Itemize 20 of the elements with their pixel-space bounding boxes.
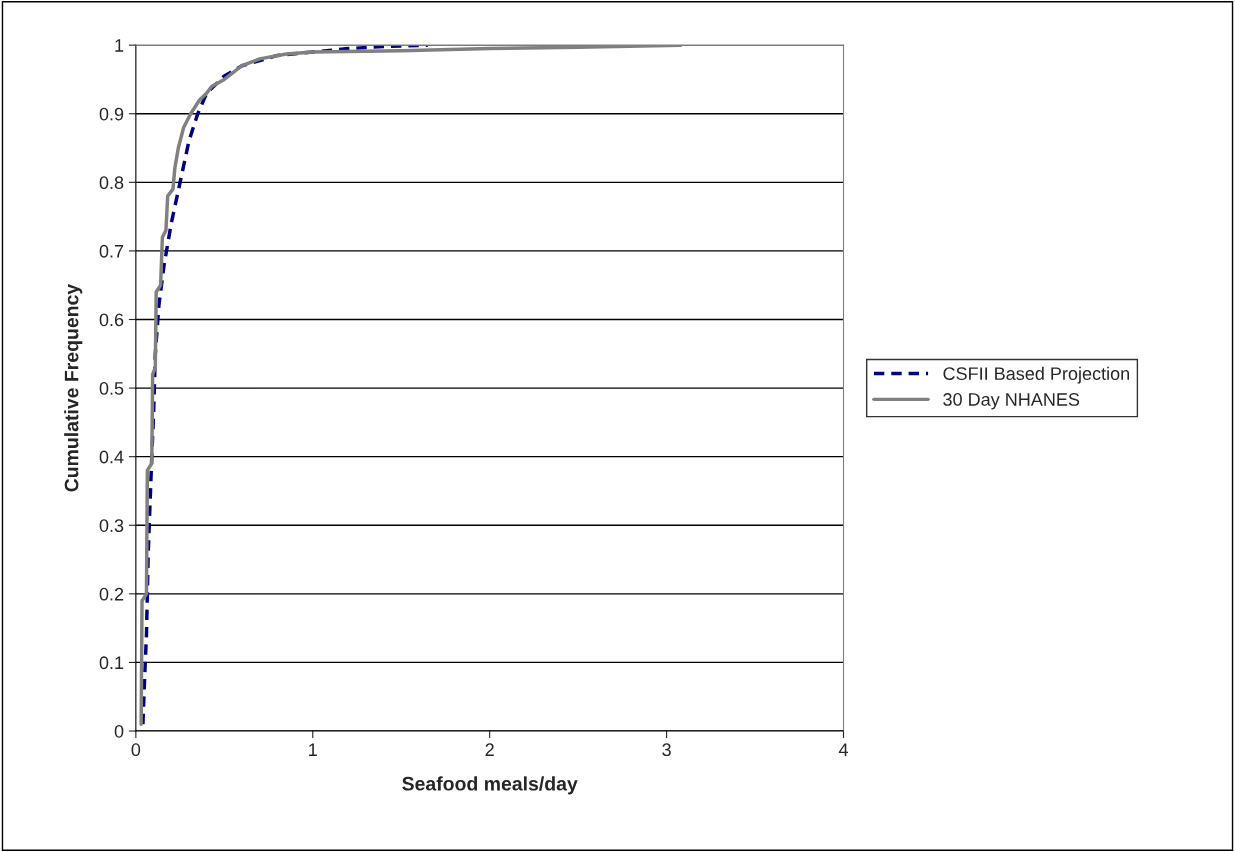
x-tick-label: 1 bbox=[309, 743, 317, 756]
y-tick-label: 0.4 bbox=[99, 450, 124, 464]
x-tick-label: 4 bbox=[838, 743, 848, 756]
x-tick-label: 3 bbox=[662, 743, 671, 757]
y-tick-label: 0.5 bbox=[99, 382, 124, 395]
y-tick-label: 0.6 bbox=[99, 313, 124, 327]
x-tick-label: 0 bbox=[131, 743, 141, 757]
y-tick-label: 0.7 bbox=[99, 244, 124, 258]
x-tick-label: 2 bbox=[485, 743, 494, 756]
legend-label: 30 Day NHANES bbox=[943, 393, 1080, 410]
legend-label: CSFII Based Projection bbox=[943, 366, 1130, 384]
y-tick-label: 0.2 bbox=[99, 587, 124, 601]
x-axis-title: Seafood meals/day bbox=[402, 776, 578, 795]
y-tick-label: 0.1 bbox=[99, 656, 124, 670]
y-tick-label: 0.8 bbox=[99, 176, 124, 190]
y-tick-label: 0.9 bbox=[99, 107, 124, 121]
y-axis-title: Cumulative Frequency bbox=[64, 283, 83, 492]
y-tick-label: 0.3 bbox=[99, 519, 124, 532]
y-tick-label: 0 bbox=[114, 724, 124, 738]
y-tick-label: 1 bbox=[115, 39, 124, 52]
